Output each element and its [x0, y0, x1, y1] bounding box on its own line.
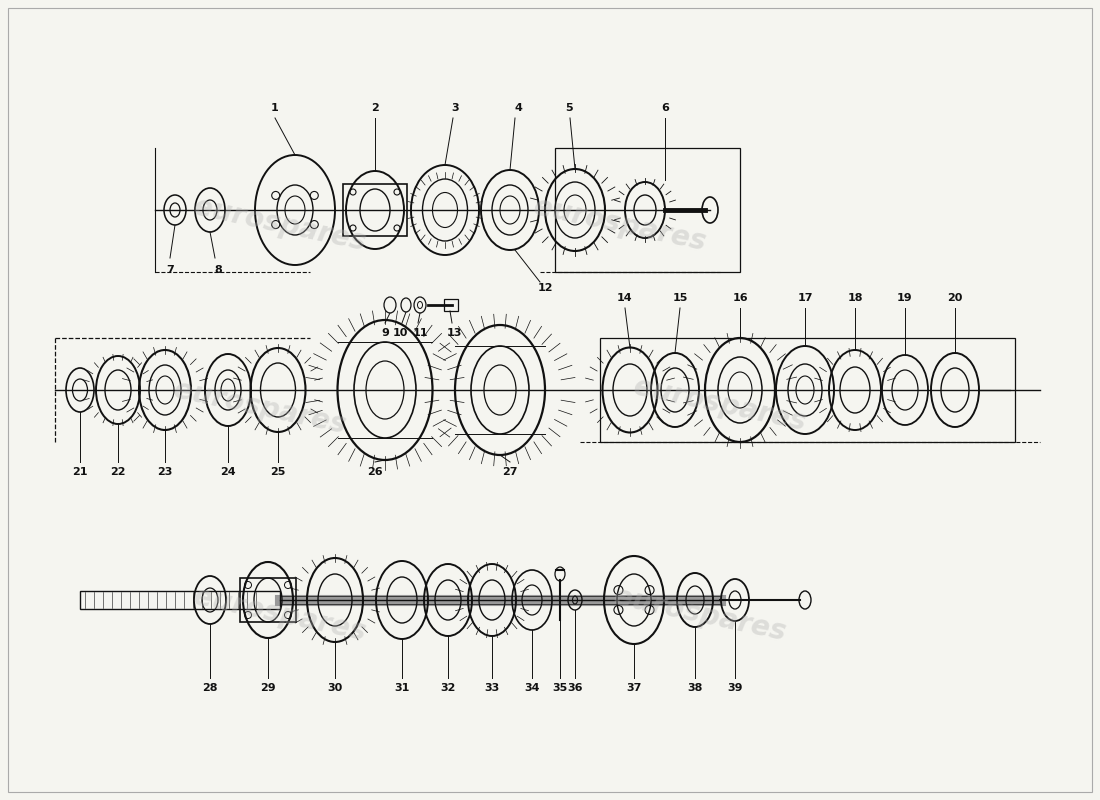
Bar — [343, 184, 407, 236]
Text: 23: 23 — [157, 467, 173, 477]
Bar — [80, 591, 280, 609]
Text: 10: 10 — [393, 328, 408, 338]
Text: 13: 13 — [447, 328, 462, 338]
Text: 17: 17 — [798, 293, 813, 303]
Text: 39: 39 — [727, 683, 742, 693]
Text: 2: 2 — [371, 103, 378, 113]
Text: 5: 5 — [565, 103, 573, 113]
Text: eurospares: eurospares — [531, 193, 708, 257]
Text: 14: 14 — [617, 293, 632, 303]
Bar — [600, 338, 1015, 442]
Text: 4: 4 — [514, 103, 521, 113]
Text: 36: 36 — [568, 683, 583, 693]
Text: eurospares: eurospares — [191, 583, 368, 647]
Text: 15: 15 — [672, 293, 688, 303]
Text: 21: 21 — [73, 467, 88, 477]
Text: 19: 19 — [898, 293, 913, 303]
Text: eurospares: eurospares — [172, 376, 349, 440]
Text: 9: 9 — [381, 328, 389, 338]
Text: 18: 18 — [847, 293, 862, 303]
Text: 32: 32 — [440, 683, 455, 693]
Text: 38: 38 — [688, 683, 703, 693]
Text: 35: 35 — [552, 683, 568, 693]
Text: eurospares: eurospares — [612, 583, 789, 647]
Text: 34: 34 — [525, 683, 540, 693]
Bar — [240, 578, 296, 622]
Text: 11: 11 — [412, 328, 428, 338]
Text: 37: 37 — [626, 683, 641, 693]
Text: 24: 24 — [220, 467, 235, 477]
Bar — [444, 299, 458, 311]
Text: 8: 8 — [214, 265, 222, 275]
Text: 16: 16 — [733, 293, 748, 303]
Text: 28: 28 — [202, 683, 218, 693]
Text: 25: 25 — [271, 467, 286, 477]
Text: 29: 29 — [261, 683, 276, 693]
Text: 27: 27 — [503, 467, 518, 477]
Text: 1: 1 — [271, 103, 279, 113]
Text: 3: 3 — [451, 103, 459, 113]
Text: 22: 22 — [110, 467, 125, 477]
Text: 26: 26 — [367, 467, 383, 477]
Text: eurospares: eurospares — [631, 373, 808, 437]
Text: 33: 33 — [484, 683, 499, 693]
Text: 31: 31 — [394, 683, 409, 693]
Text: 6: 6 — [661, 103, 669, 113]
Text: 30: 30 — [328, 683, 342, 693]
Text: 20: 20 — [947, 293, 962, 303]
Text: 7: 7 — [166, 265, 174, 275]
Text: eurospares: eurospares — [191, 193, 368, 257]
Bar — [556, 148, 740, 272]
Text: 12: 12 — [537, 283, 552, 293]
